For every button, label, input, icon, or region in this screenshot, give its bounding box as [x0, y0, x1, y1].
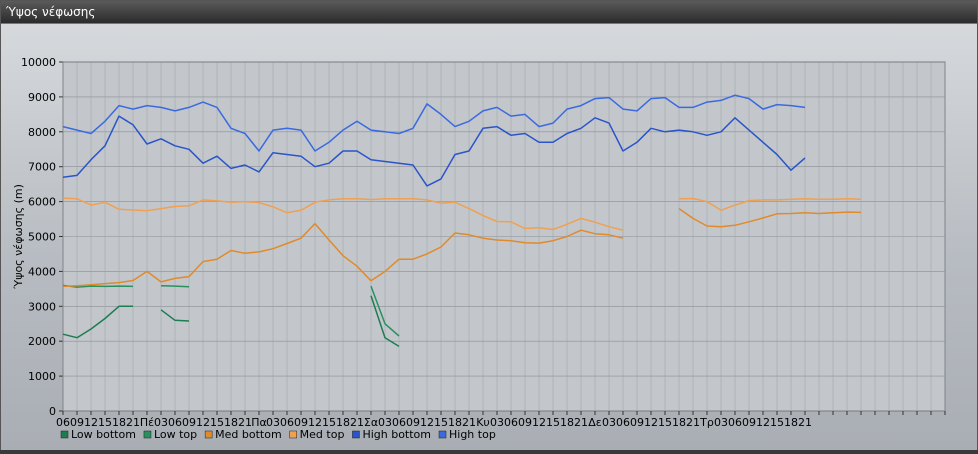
x-tick-label: Πέ [140, 416, 154, 429]
y-tick-label: 4000 [28, 265, 56, 278]
x-tick-label: 09 [630, 416, 644, 429]
x-tick-label: 18 [560, 416, 574, 429]
x-tick-label: 15 [546, 416, 560, 429]
x-tick-label: 06 [616, 416, 630, 429]
series-line-med-bottom [678, 207, 862, 228]
x-tick-label: 21 [462, 416, 476, 429]
x-tick-label: 18 [672, 416, 686, 429]
x-tick-label: 09 [518, 416, 532, 429]
y-tick-label: 3000 [28, 300, 56, 313]
x-tick-label: 06 [56, 416, 70, 429]
x-tick-label: Πα [251, 416, 267, 429]
x-tick-label: 15 [434, 416, 448, 429]
x-tick-label: 03 [714, 416, 728, 429]
x-tick-label: 03 [266, 416, 280, 429]
x-tick-label: 03 [602, 416, 616, 429]
legend-label: Med bottom [215, 428, 282, 441]
x-tick-label: 09 [294, 416, 308, 429]
x-tick-label: 12 [644, 416, 658, 429]
x-tick-label: 12 [756, 416, 770, 429]
x-tick-label: 21 [238, 416, 252, 429]
x-tick-label: 09 [742, 416, 756, 429]
x-tick-label: 09 [70, 416, 84, 429]
x-tick-label: 09 [182, 416, 196, 429]
y-tick-label: 2000 [28, 335, 56, 348]
chart-area: 0 1000 2000 3000 4000 5000 6000 7000 8000 9000 100… [1, 23, 977, 450]
x-tick-label: 18 [224, 416, 238, 429]
x-tick-label: 12 [532, 416, 546, 429]
window-title: Ύψος νέφωσης [1, 1, 977, 23]
x-tick-label: 15 [210, 416, 224, 429]
series-line-med-top [678, 197, 862, 212]
y-tick-label: 5000 [28, 231, 56, 244]
x-tick-label: 06 [728, 416, 742, 429]
x-tick-label: 15 [98, 416, 112, 429]
x-tick-label: 18 [336, 416, 350, 429]
x-tick-label: 06 [280, 416, 294, 429]
x-tick-label: Κυ [476, 416, 490, 429]
legend-swatch [60, 430, 69, 439]
x-tick-label: Τρ [699, 416, 714, 429]
series-line-low-bottom [62, 305, 133, 339]
series-line-high-bottom [62, 115, 806, 187]
x-tick-label: Σα [364, 416, 378, 429]
x-tick-label: 15 [770, 416, 784, 429]
y-tick-label: 6000 [28, 196, 56, 209]
series-line-med-top [62, 197, 624, 231]
x-tick-label: 21 [798, 416, 812, 429]
legend-label: High top [449, 428, 496, 441]
legend-label: Med top [300, 428, 345, 441]
legend-swatch [143, 430, 152, 439]
legend-label: High bottom [362, 428, 431, 441]
series-line-low-top [160, 284, 190, 288]
legend-swatch [289, 430, 297, 439]
x-tick-label: Δε [588, 416, 602, 429]
y-tick-label: 9000 [28, 91, 56, 104]
x-tick-label: 06 [392, 416, 406, 429]
legend-label: Low bottom [71, 428, 136, 441]
y-tick-label: 10000 [21, 56, 56, 69]
x-tick-label: 18 [448, 416, 462, 429]
x-tick-label: 15 [658, 416, 672, 429]
series-line-low-bottom [160, 309, 190, 322]
y-axis-label: Ύψος νέφωσης (m) [12, 184, 25, 290]
series-line-low-top [62, 284, 134, 288]
x-tick-label: 18 [784, 416, 798, 429]
x-tick-label: 06 [504, 416, 518, 429]
y-tick-label: 7000 [28, 161, 56, 174]
x-tick-label: 12 [308, 416, 322, 429]
x-tick-label: 21 [350, 416, 364, 429]
y-tick-label: 8000 [28, 126, 56, 139]
x-tick-label: 21 [126, 416, 140, 429]
x-tick-label: 18 [112, 416, 126, 429]
legend-swatch [204, 430, 213, 439]
series-line-low-top [370, 285, 400, 337]
legend-swatch [438, 430, 447, 439]
x-tick-label: 03 [490, 416, 504, 429]
legend-label: Low top [154, 428, 197, 441]
x-tick-label: 03 [378, 416, 392, 429]
x-tick-label: 21 [686, 416, 700, 429]
series-line-low-bottom [370, 295, 400, 348]
legend-swatch [352, 430, 360, 439]
y-tick-label: 0 [49, 405, 56, 418]
x-tick-label: 15 [322, 416, 336, 429]
series-line-med-bottom [62, 222, 624, 288]
x-tick-label: 21 [574, 416, 588, 429]
x-tick-label: 09 [406, 416, 420, 429]
x-tick-label: 12 [84, 416, 98, 429]
series-line-high-top [62, 94, 806, 152]
x-tick-label: 03 [154, 416, 168, 429]
y-tick-label: 1000 [28, 370, 56, 383]
x-tick-label: 06 [168, 416, 182, 429]
x-tick-label: 12 [196, 416, 210, 429]
cloud-height-chart: 0 1000 2000 3000 4000 5000 6000 7000 8000 9000 100… [12, 56, 946, 441]
x-tick-label: 12 [420, 416, 434, 429]
